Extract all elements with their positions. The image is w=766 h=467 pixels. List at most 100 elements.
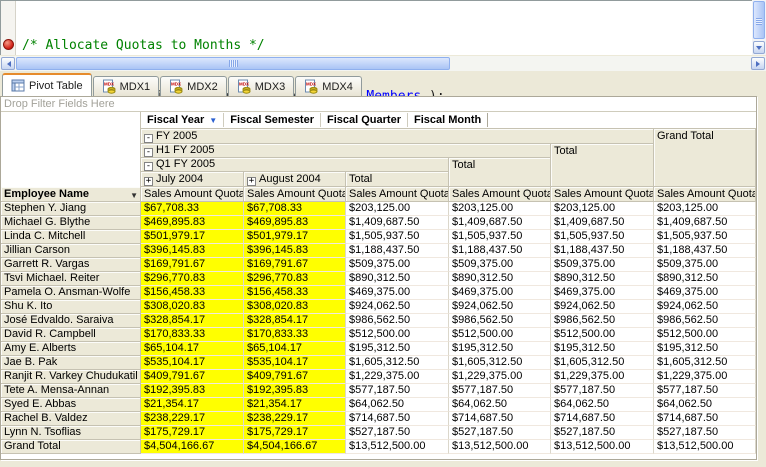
tab-mdx1[interactable]: MDX MDX1 — [92, 76, 160, 96]
august-quota-cell: $21,354.17 — [244, 398, 346, 412]
grand-total-cell: $714,687.50 — [654, 412, 757, 426]
tab-mdx2[interactable]: MDX MDX2 — [160, 76, 227, 96]
july-quota-cell: $469,895.83 — [141, 216, 244, 230]
field-button-fiscal-year[interactable]: Fiscal Year ▼ — [141, 113, 225, 127]
arrow-left-icon — [4, 60, 11, 67]
grand-total-cell: $1,505,937.50 — [654, 230, 757, 244]
august-quota-cell: $409,791.67 — [244, 370, 346, 384]
grand-total-cell: $986,562.50 — [654, 314, 757, 328]
scroll-down-button[interactable] — [753, 41, 765, 54]
field-button-fiscal-month[interactable]: Fiscal Month — [408, 113, 489, 127]
mdx-document-icon: MDX — [170, 79, 183, 94]
table-row: Linda C. Mitchell $501,979.17 $501,979.17 $… — [1, 230, 757, 244]
year-total-cell: $924,062.50 — [551, 300, 654, 314]
mdx-code-area[interactable]: /* Allocate Quotas to Months */ SCOPE ( … — [16, 1, 445, 156]
employee-name-cell: Syed E. Abbas — [1, 398, 141, 412]
breakpoint-icon[interactable] — [3, 39, 14, 50]
column-header-july-2004[interactable]: + July 2004 — [141, 172, 244, 187]
measure-header[interactable]: Sales Amount Quota — [141, 187, 244, 202]
measure-header[interactable]: Sales Amount Quota — [449, 187, 551, 202]
field-button-fiscal-semester[interactable]: Fiscal Semester — [224, 113, 321, 127]
dropdown-arrow-icon[interactable]: ▼ — [130, 191, 138, 200]
quarter-total-cell: $527,187.50 — [346, 426, 449, 440]
employee-name-cell: Ranjit R. Varkey Chudukatil — [1, 370, 141, 384]
pivot-table-view: Drop Filter Fields Here Fiscal Year ▼ Fis… — [0, 96, 757, 460]
july-quota-cell: $328,854.17 — [141, 314, 244, 328]
table-row: Lynn N. Tsoflias $175,729.17 $175,729.17 $5… — [1, 426, 757, 440]
august-quota-cell: $296,770.83 — [244, 272, 346, 286]
year-total-cell: $986,562.50 — [551, 314, 654, 328]
august-quota-cell: $308,020.83 — [244, 300, 346, 314]
tab-mdx4[interactable]: MDX MDX4 — [295, 76, 362, 96]
july-quota-cell: $4,504,166.67 — [141, 440, 244, 454]
august-quota-cell: $328,854.17 — [244, 314, 346, 328]
july-quota-cell: $21,354.17 — [141, 398, 244, 412]
breakpoint-gutter[interactable] — [1, 1, 16, 55]
horizontal-scroll-thumb[interactable] — [16, 57, 450, 70]
tab-pivot-table[interactable]: Pivot Table — [2, 73, 92, 96]
august-quota-cell: $396,145.83 — [244, 244, 346, 258]
scroll-left-button[interactable] — [1, 57, 15, 70]
editor-horizontal-scrollbar[interactable] — [0, 56, 766, 71]
quarter-total-cell: $986,562.50 — [346, 314, 449, 328]
row-fields-drop-zone[interactable] — [1, 112, 141, 187]
table-row: Tsvi Michael. Reiter $296,770.83 $296,770.… — [1, 272, 757, 286]
semester-total-cell: $890,312.50 — [449, 272, 551, 286]
column-header-fiscal-quarter[interactable]: - Q1 FY 2005 — [141, 158, 449, 172]
tab-mdx3[interactable]: MDX MDX3 — [227, 76, 295, 96]
tab-label: MDX1 — [119, 80, 151, 93]
semester-total-cell: $1,605,312.50 — [449, 356, 551, 370]
editor-vertical-scrollbar[interactable] — [752, 0, 766, 55]
employee-name-cell: Shu K. Ito — [1, 300, 141, 314]
grand-total-cell: $527,187.50 — [654, 426, 757, 440]
july-quota-cell: $296,770.83 — [141, 272, 244, 286]
column-header-grand-total: Grand Total — [654, 129, 757, 187]
semester-total-cell: $714,687.50 — [449, 412, 551, 426]
column-header-august-2004[interactable]: + August 2004 — [244, 172, 346, 187]
semester-total-cell: $64,062.50 — [449, 398, 551, 412]
employee-name-cell: José Edvaldo. Saraiva — [1, 314, 141, 328]
year-total-cell: $890,312.50 — [551, 272, 654, 286]
table-row: Syed E. Abbas $21,354.17 $21,354.17 $64,062… — [1, 398, 757, 412]
measure-header[interactable]: Sales Amount Quota — [244, 187, 346, 202]
field-button-fiscal-quarter[interactable]: Fiscal Quarter — [321, 113, 408, 127]
measure-header[interactable]: Sales Amount Quota — [551, 187, 654, 202]
dropdown-arrow-icon[interactable]: ▼ — [209, 116, 218, 125]
year-total-cell: $577,187.50 — [551, 384, 654, 398]
column-header-fiscal-year[interactable]: - FY 2005 — [141, 129, 654, 144]
employee-name-cell: David R. Campbell — [1, 328, 141, 342]
column-header-fiscal-semester[interactable]: - H1 FY 2005 — [141, 144, 551, 158]
table-row: Stephen Y. Jiang $67,708.33 $67,708.33 $203… — [1, 202, 757, 216]
table-row: Amy E. Alberts $65,104.17 $65,104.17 $195,3… — [1, 342, 757, 356]
table-row: Michael G. Blythe $469,895.83 $469,895.83 $… — [1, 216, 757, 230]
quarter-total-cell: $203,125.00 — [346, 202, 449, 216]
grand-total-cell: $577,187.50 — [654, 384, 757, 398]
july-quota-cell: $192,395.83 — [141, 384, 244, 398]
grand-total-cell: $890,312.50 — [654, 272, 757, 286]
semester-total-cell: $509,375.00 — [449, 258, 551, 272]
july-quota-cell: $67,708.33 — [141, 202, 244, 216]
tab-label: Pivot Table — [29, 80, 83, 92]
year-total-cell: $1,188,437.50 — [551, 244, 654, 258]
quarter-total-cell: $469,375.00 — [346, 286, 449, 300]
measure-header[interactable]: Sales Amount Quota — [346, 187, 449, 202]
measure-header[interactable]: Sales Amount Quota — [654, 187, 757, 202]
vertical-scroll-thumb[interactable] — [753, 1, 765, 39]
august-quota-cell: $65,104.17 — [244, 342, 346, 356]
row-field-button-employee-name[interactable]: ▼ Employee Name — [1, 187, 141, 202]
august-quota-cell: $67,708.33 — [244, 202, 346, 216]
grand-total-cell: $509,375.00 — [654, 258, 757, 272]
expand-icon[interactable]: + — [247, 175, 256, 186]
year-total-cell: $1,605,312.50 — [551, 356, 654, 370]
expand-icon[interactable]: + — [144, 175, 153, 186]
collapse-icon[interactable]: - — [144, 161, 153, 171]
collapse-icon[interactable]: - — [144, 147, 153, 157]
mdx-script-editor[interactable]: /* Allocate Quotas to Months */ SCOPE ( … — [0, 0, 752, 156]
year-total-cell: $64,062.50 — [551, 398, 654, 412]
filter-fields-drop-zone[interactable]: Drop Filter Fields Here — [1, 97, 756, 112]
august-quota-cell: $170,833.33 — [244, 328, 346, 342]
semester-total-cell: $1,505,937.50 — [449, 230, 551, 244]
july-quota-cell: $535,104.17 — [141, 356, 244, 370]
scroll-right-button[interactable] — [751, 57, 765, 70]
collapse-icon[interactable]: - — [144, 132, 153, 143]
